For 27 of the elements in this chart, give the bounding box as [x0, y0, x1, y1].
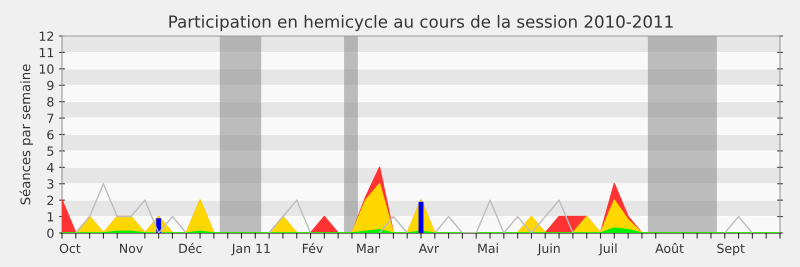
chart-title: Participation en hemicycle au cours de la session 2010-2011: [169, 15, 673, 32]
y-tick-label: 5: [47, 146, 54, 156]
y-tick-label: 2: [47, 196, 54, 205]
y-tick-label: 11: [40, 48, 54, 58]
x-tick-label: Août: [655, 242, 684, 254]
y-tick-label: 10: [40, 64, 54, 74]
x-tick-label: Sept: [717, 244, 745, 256]
x-tick-label: Avr: [418, 244, 440, 253]
x-tick-label: Jan 11: [231, 244, 270, 256]
x-tick-label: Nov: [120, 244, 143, 254]
y-axis-title: Séances par semaine: [20, 64, 33, 204]
x-tick-label: Mar: [357, 244, 380, 254]
y-tick-label: 4: [47, 162, 54, 172]
y-tick-label: 3: [47, 179, 54, 189]
x-tick-label: Fév: [302, 242, 323, 254]
x-tick-label: Oct: [60, 244, 80, 254]
y-tick-label: 9: [47, 80, 54, 90]
x-tick-label: Déc: [179, 242, 202, 254]
x-tick-label: Mai: [478, 243, 498, 254]
y-tick-label: 0: [47, 228, 54, 238]
x-tick-label: Juin: [537, 243, 560, 256]
y-tick-label: 12: [40, 31, 54, 41]
y-tick-label: 1: [48, 212, 54, 222]
y-tick-label: 8: [47, 97, 54, 107]
y-tick-label: 7: [47, 114, 54, 123]
y-tick-label: 6: [47, 130, 54, 140]
x-tick-label: Juil: [598, 243, 616, 256]
